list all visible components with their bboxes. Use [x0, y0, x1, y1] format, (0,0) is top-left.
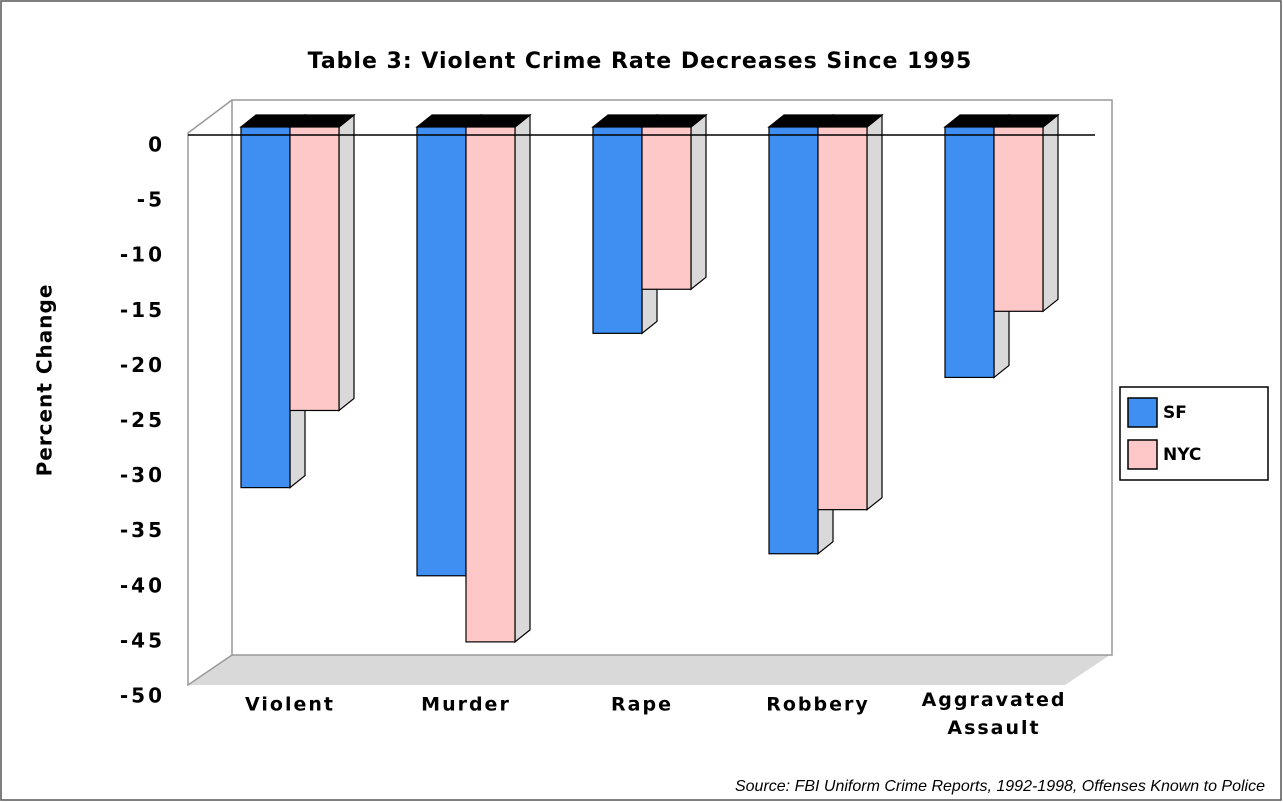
legend-swatch	[1127, 439, 1158, 470]
x-tick-label: Violent	[245, 694, 335, 716]
source-note: Source: FBI Uniform Crime Reports, 1992-…	[735, 778, 1265, 795]
y-tick-label: -35	[120, 518, 165, 542]
side-wall	[187, 99, 233, 687]
y-tick-label: -25	[120, 408, 165, 432]
y-tick-label: 0	[148, 133, 165, 157]
bar-side	[690, 113, 707, 291]
floor	[188, 655, 1110, 685]
y-tick-label: -20	[120, 353, 165, 377]
y-tick-label: -30	[120, 463, 165, 487]
x-tick-label: Aggravated Assault	[922, 689, 1067, 739]
bar-side	[338, 113, 355, 412]
bar	[641, 126, 692, 290]
y-tick-label: -10	[120, 243, 165, 267]
x-tick-label: Murder	[421, 694, 511, 716]
legend-label: SF	[1163, 403, 1187, 423]
chart-title: Table 3: Violent Crime Rate Decreases Si…	[308, 49, 973, 74]
back-wall	[231, 99, 1113, 656]
y-tick-label: -45	[120, 628, 165, 652]
bar	[240, 126, 291, 489]
bar	[592, 126, 643, 334]
bar	[289, 126, 340, 412]
bar	[416, 126, 467, 577]
legend-swatch	[1127, 397, 1158, 428]
bar	[768, 126, 819, 555]
y-tick-label: -40	[120, 573, 165, 597]
bar	[465, 126, 516, 643]
x-tick-label: Rape	[611, 694, 673, 716]
bar-side	[866, 113, 883, 511]
y-tick-label: -5	[137, 188, 165, 212]
y-axis-label: Percent Change	[33, 284, 57, 477]
bar	[993, 126, 1044, 312]
y-tick-label: -50	[120, 684, 165, 708]
bar-side	[1042, 113, 1059, 313]
bar	[944, 126, 995, 379]
bar	[817, 126, 868, 511]
y-tick-label: -15	[120, 298, 165, 322]
x-tick-label: Robbery	[766, 694, 870, 716]
legend-label: NYC	[1163, 445, 1201, 465]
bar-side	[514, 113, 531, 644]
